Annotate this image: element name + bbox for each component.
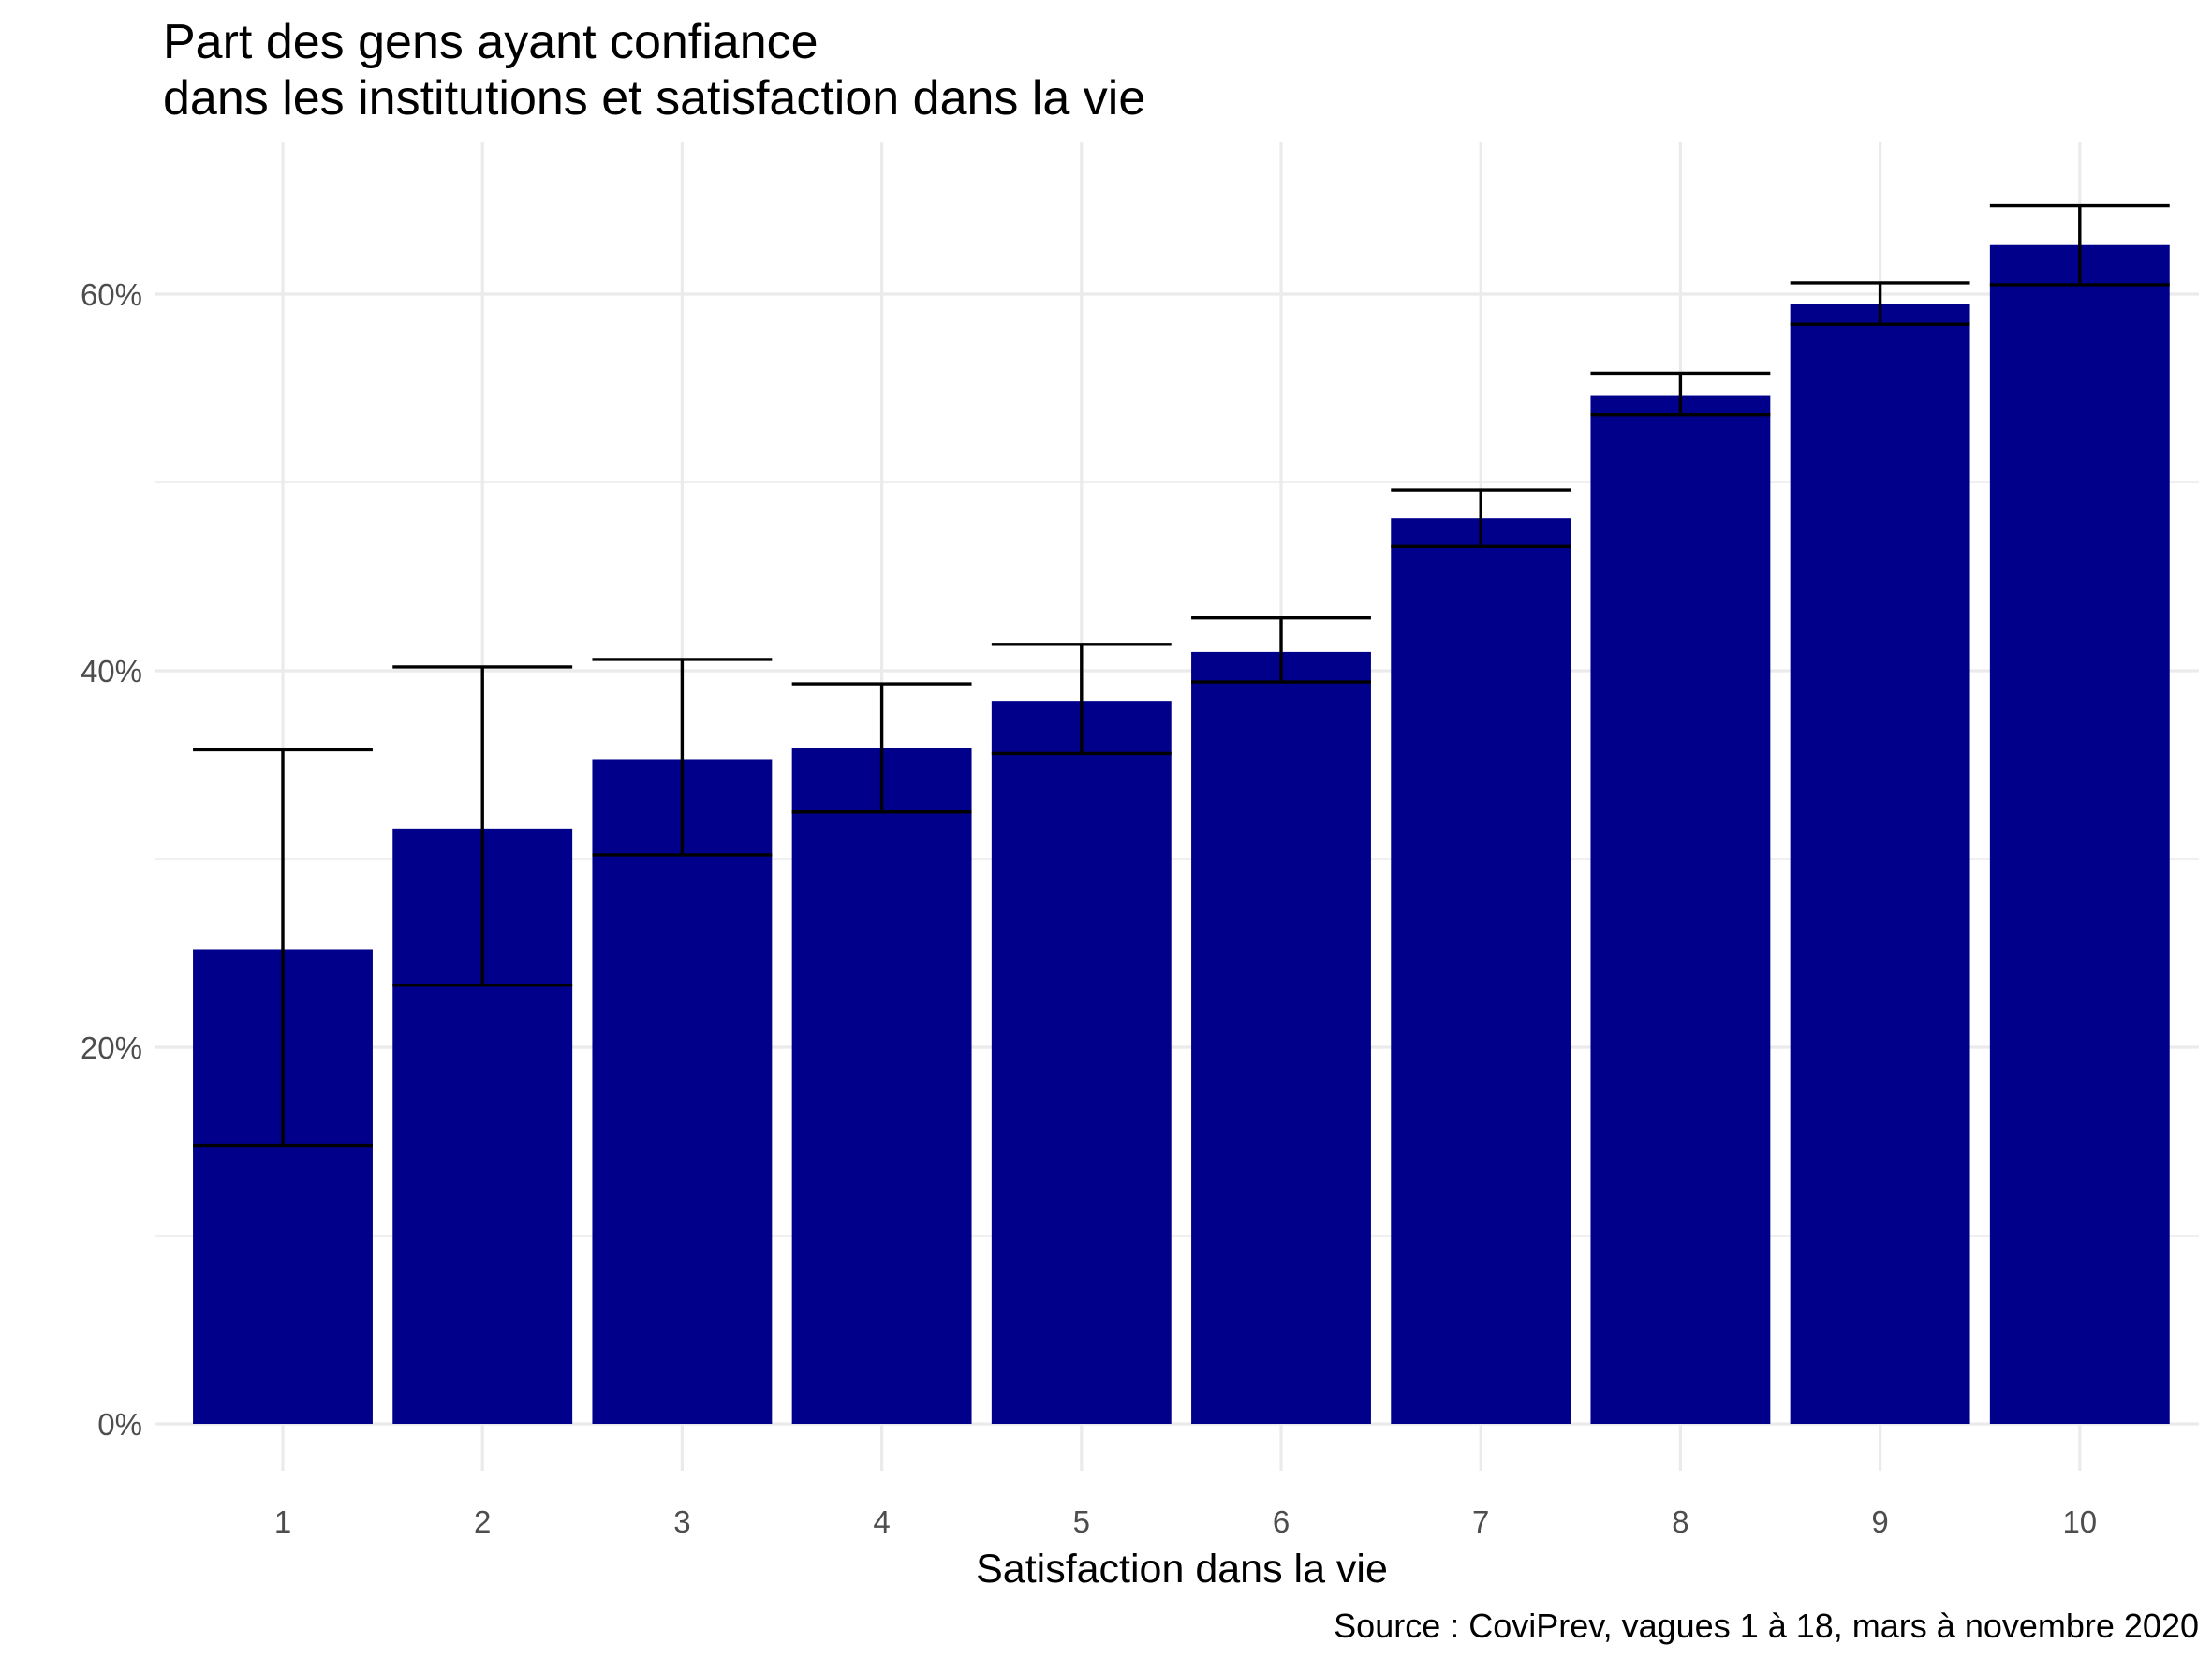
errorbar-7 — [1391, 488, 1571, 549]
y-tick-label: 20% — [81, 1030, 142, 1065]
x-tick-label: 8 — [1672, 1504, 1688, 1539]
bar-3 — [592, 759, 773, 1424]
x-tick-label: 9 — [1871, 1504, 1888, 1539]
x-tick-label: 5 — [1073, 1504, 1090, 1539]
x-tick-label: 2 — [474, 1504, 491, 1539]
x-tick-label: 7 — [1472, 1504, 1489, 1539]
errorbar-4 — [791, 682, 972, 814]
bar-7 — [1391, 518, 1571, 1424]
x-tick-label: 1 — [274, 1504, 291, 1539]
bar-10 — [1989, 244, 2170, 1424]
chart-caption: Source : CoviPrev, vagues 1 à 18, mars à… — [1334, 1607, 2199, 1645]
ticks-layer: 0% 20% 40% 60% 1 2 3 4 5 6 7 8 9 10 — [81, 277, 2097, 1539]
y-tick-label: 0% — [97, 1407, 142, 1442]
errorbar-6 — [1191, 616, 1371, 684]
x-tick-label: 10 — [2062, 1504, 2097, 1539]
bar-9 — [1790, 304, 1970, 1424]
x-tick-label: 3 — [673, 1504, 690, 1539]
bar-4 — [791, 748, 972, 1424]
bar-8 — [1590, 395, 1771, 1424]
bar-6 — [1191, 651, 1371, 1424]
errorbar-9 — [1790, 281, 1970, 326]
errorbars-layer — [193, 203, 2170, 1148]
bar-5 — [991, 701, 1172, 1424]
chart-title: Part des gens ayant confiance — [163, 15, 818, 69]
x-tick-label: 4 — [873, 1504, 890, 1539]
x-axis-title: Satisfaction dans la vie — [976, 1547, 1388, 1592]
x-tick-label: 6 — [1273, 1504, 1290, 1539]
errorbar-2 — [392, 665, 573, 987]
y-tick-label: 60% — [81, 277, 142, 312]
y-tick-label: 40% — [81, 654, 142, 689]
errorbar-1 — [193, 748, 373, 1148]
errorbar-8 — [1590, 371, 1771, 417]
errorbar-5 — [991, 643, 1172, 756]
errorbar-10 — [1989, 203, 2170, 287]
bars-layer — [193, 244, 2170, 1424]
errorbar-3 — [592, 658, 773, 857]
chart-subtitle: dans les institutions et satisfaction da… — [163, 71, 1145, 126]
